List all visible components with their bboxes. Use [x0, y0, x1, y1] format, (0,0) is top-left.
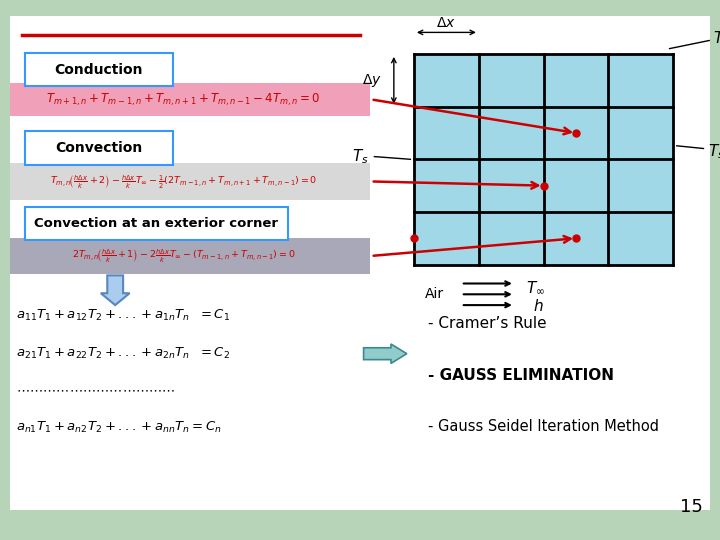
Bar — [479, 212, 544, 265]
Text: $T_{\infty}$: $T_{\infty}$ — [526, 280, 544, 296]
FancyArrow shape — [364, 344, 407, 363]
Text: $T_s$: $T_s$ — [708, 142, 720, 160]
Bar — [608, 106, 673, 159]
Text: $a_{21}T_1+a_{22}T_2+...+a_{2n}T_n\ \ =C_2$: $a_{21}T_1+a_{22}T_2+...+a_{2n}T_n\ \ =C… — [16, 346, 230, 361]
Text: $T_s$: $T_s$ — [351, 147, 369, 166]
Text: - Gauss Seidel Iteration Method: - Gauss Seidel Iteration Method — [428, 419, 660, 434]
Text: 15: 15 — [680, 497, 703, 516]
Text: Conduction: Conduction — [55, 63, 143, 77]
Bar — [608, 54, 673, 106]
Bar — [544, 54, 608, 106]
Bar — [479, 106, 544, 159]
Text: $a_{11}T_1+a_{12}T_2+...+a_{1n}T_n\ \ =C_1$: $a_{11}T_1+a_{12}T_2+...+a_{1n}T_n\ \ =C… — [16, 308, 230, 323]
Text: Air: Air — [425, 287, 444, 301]
Bar — [608, 212, 673, 265]
Bar — [479, 159, 544, 212]
Bar — [544, 212, 608, 265]
Bar — [414, 106, 479, 159]
Text: $2T_{m,n}\!\left(\frac{h\Delta x}{k}+1\right)-2\frac{h\Delta x}{k}T_{\infty}-(T_: $2T_{m,n}\!\left(\frac{h\Delta x}{k}+1\r… — [72, 247, 295, 265]
Bar — [479, 54, 544, 106]
Text: - Cramer’s Rule: - Cramer’s Rule — [428, 316, 547, 332]
Text: $a_{n1}T_1+a_{n2}T_2+...+a_{nn}T_n=C_n$: $a_{n1}T_1+a_{n2}T_2+...+a_{nn}T_n=C_n$ — [16, 420, 222, 435]
Text: $T_{m,n}\!\left(\frac{h\Delta x}{k}+2\right)-\frac{h\Delta x}{k}T_{\infty}-\frac: $T_{m,n}\!\left(\frac{h\Delta x}{k}+2\ri… — [50, 173, 318, 190]
Bar — [608, 159, 673, 212]
Bar — [10, 163, 370, 200]
Text: Convection at an exterior corner: Convection at an exterior corner — [35, 217, 278, 230]
Text: $\cdots\cdots\cdots\cdots\cdots\cdots\cdots\cdots\cdots\cdots\cdots\cdots$: $\cdots\cdots\cdots\cdots\cdots\cdots\cd… — [16, 383, 175, 396]
Bar — [414, 212, 479, 265]
FancyArrow shape — [101, 275, 130, 305]
Text: $h$: $h$ — [533, 298, 544, 314]
Bar — [544, 159, 608, 212]
FancyBboxPatch shape — [25, 53, 173, 86]
Bar — [544, 106, 608, 159]
Text: - GAUSS ELIMINATION: - GAUSS ELIMINATION — [428, 368, 614, 383]
FancyBboxPatch shape — [25, 131, 173, 165]
Bar — [414, 159, 479, 212]
Text: $T_s$: $T_s$ — [713, 30, 720, 48]
Bar — [10, 83, 370, 116]
Bar — [10, 238, 370, 274]
Bar — [414, 54, 479, 106]
Text: $\Delta x$: $\Delta x$ — [436, 16, 456, 30]
Text: $T_{m+1,n}+T_{m-1,n}+T_{m,n+1}+T_{m,n-1}-4T_{m,n}=0$: $T_{m+1,n}+T_{m-1,n}+T_{m,n+1}+T_{m,n-1}… — [46, 91, 321, 107]
Text: $\Delta y$: $\Delta y$ — [362, 72, 382, 89]
FancyBboxPatch shape — [25, 207, 288, 240]
Text: Convection: Convection — [55, 141, 143, 155]
